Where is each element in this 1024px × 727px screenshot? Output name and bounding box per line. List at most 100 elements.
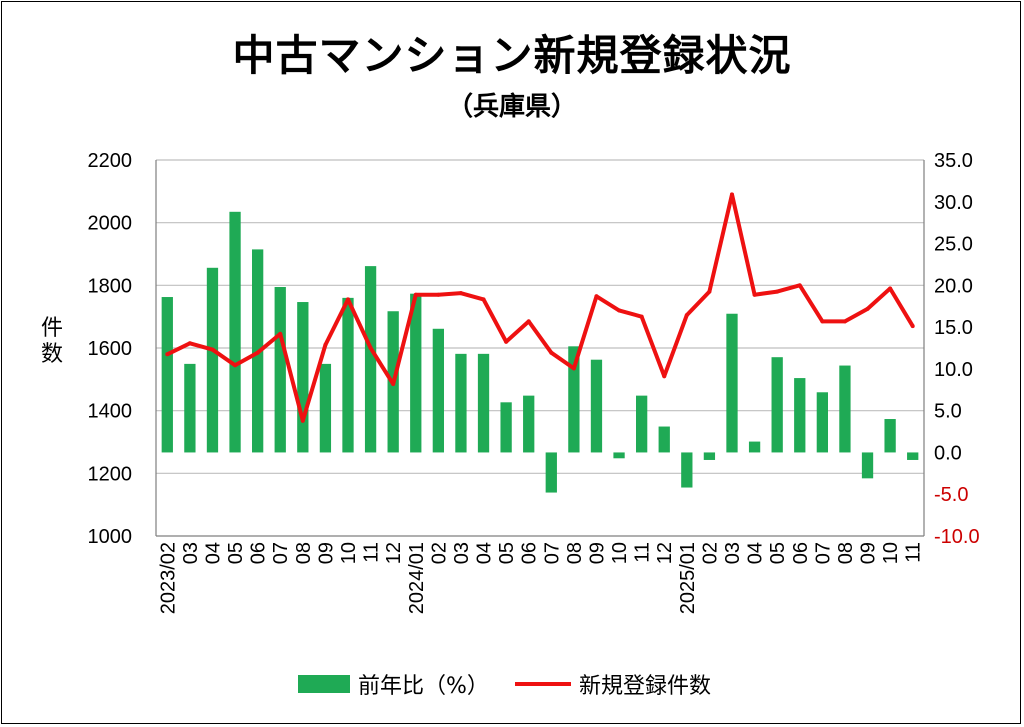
line-point — [910, 324, 915, 329]
bar — [681, 452, 693, 488]
line-point — [820, 319, 825, 324]
bar — [500, 402, 512, 453]
bar — [297, 302, 309, 453]
x-tick-label: 11 — [361, 542, 383, 563]
right-tick-label: 30.0 — [934, 192, 973, 214]
bar — [658, 426, 670, 453]
left-tick-label: 1200 — [88, 463, 133, 485]
line-point — [526, 319, 531, 324]
x-tick-label: 07 — [812, 542, 834, 564]
x-tick-label: 10 — [338, 542, 360, 564]
x-tick-label: 08 — [293, 542, 315, 564]
right-tick-label: 10.0 — [934, 359, 973, 381]
line-point — [233, 363, 238, 368]
bar — [636, 395, 648, 453]
bar — [161, 297, 173, 453]
bar — [410, 293, 422, 453]
x-tick-label: 04 — [474, 542, 496, 564]
line-point — [775, 289, 780, 294]
line-point — [752, 292, 757, 297]
line-point — [662, 374, 667, 379]
line-point — [888, 286, 893, 291]
bar — [364, 266, 377, 453]
bar — [907, 452, 919, 460]
left-tick-label: 1800 — [88, 275, 133, 297]
x-tick-label: 07 — [270, 542, 292, 564]
line-point — [842, 319, 847, 324]
bar — [748, 441, 761, 453]
x-tick-label: 10 — [880, 542, 902, 564]
bar — [884, 419, 896, 453]
left-tick-label: 2000 — [88, 213, 133, 235]
right-tick-label: -10.0 — [934, 526, 980, 548]
right-tick-label: 0.0 — [934, 442, 962, 464]
right-tick-label: 20.0 — [934, 275, 973, 297]
bar — [568, 346, 580, 453]
bar — [206, 267, 219, 453]
bar — [319, 363, 332, 453]
bar — [839, 365, 851, 453]
line-point — [617, 308, 622, 313]
bar — [816, 392, 828, 453]
left-tick-label: 2200 — [88, 150, 133, 172]
line-point — [549, 350, 554, 355]
legend-bar-swatch — [298, 675, 350, 693]
right-tick-label: 25.0 — [934, 234, 973, 256]
x-tick-label: 06 — [519, 542, 541, 564]
bar — [342, 297, 354, 453]
line-point — [481, 297, 486, 302]
x-tick-label: 07 — [541, 542, 563, 564]
bar — [229, 211, 241, 453]
x-tick-label: 2024/01 — [406, 542, 428, 614]
bar — [523, 395, 535, 453]
line-point — [436, 292, 441, 297]
right-tick-label: 5.0 — [934, 401, 962, 423]
x-tick-label: 08 — [564, 542, 586, 564]
x-tick-label: 03 — [451, 542, 473, 564]
line-point — [413, 292, 418, 297]
bar — [703, 452, 716, 460]
right-tick-label: 15.0 — [934, 317, 973, 339]
x-tick-label: 03 — [722, 542, 744, 564]
line-point — [684, 313, 689, 318]
left-axis-label-text: 件 数 — [40, 316, 63, 367]
line-point — [323, 342, 328, 347]
legend-item-bar: 前年比（%） — [298, 668, 489, 700]
x-tick-label: 10 — [609, 542, 631, 564]
line-point — [458, 291, 463, 296]
left-tick-label: 1000 — [88, 526, 133, 548]
right-tick-label: 35.0 — [934, 150, 973, 172]
chart-subtitle: （兵庫県） — [446, 92, 577, 122]
x-tick-label: 03 — [180, 542, 202, 564]
x-tick-label: 06 — [790, 542, 812, 564]
line-point — [730, 192, 734, 197]
x-tick-label: 08 — [835, 542, 857, 564]
chart-title: 中古マンション新規登録状況 — [232, 31, 792, 80]
x-tick-label: 05 — [767, 542, 789, 564]
bar — [432, 328, 444, 453]
x-tick-label: 2025/01 — [677, 542, 699, 614]
bar — [184, 363, 196, 453]
x-tick-label: 2023/02 — [157, 542, 179, 614]
x-tick-label: 02 — [699, 542, 721, 564]
legend-line-label: 新規登録件数 — [579, 674, 712, 699]
line-point — [797, 283, 802, 288]
line-point — [594, 294, 599, 299]
x-tick-label: 04 — [202, 542, 224, 564]
x-tick-label: 09 — [315, 542, 337, 564]
bar — [726, 313, 738, 453]
line-point — [346, 297, 350, 302]
bar — [274, 287, 286, 453]
line-point — [255, 350, 260, 355]
line-point — [210, 347, 215, 352]
line-point — [368, 346, 373, 350]
legend-line-swatch — [515, 682, 571, 686]
line-point — [504, 339, 509, 344]
bar — [771, 357, 783, 453]
line-point — [707, 289, 712, 294]
x-tick-label: 12 — [383, 542, 405, 564]
legend-bar-label: 前年比（%） — [358, 674, 489, 699]
x-tick-label: 11 — [903, 542, 925, 563]
line-point — [571, 366, 576, 371]
